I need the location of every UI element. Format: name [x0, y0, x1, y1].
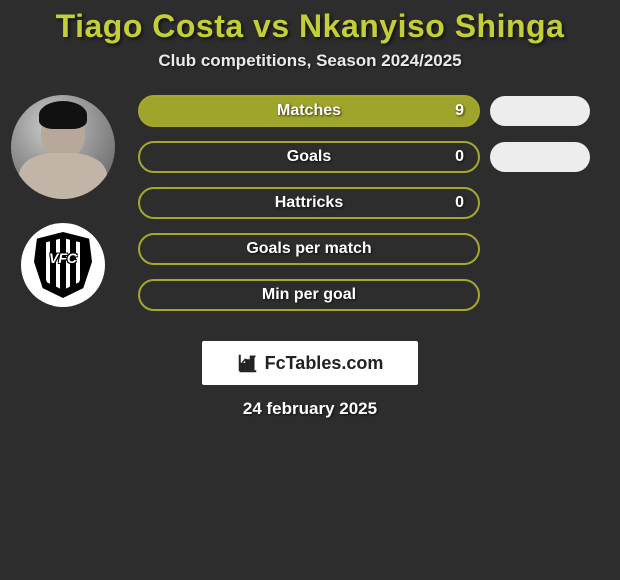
stat-bar: Goals per match [138, 233, 480, 265]
stat-label: Hattricks [275, 194, 343, 212]
opponent-pill [490, 96, 590, 126]
stat-label: Goals [287, 148, 331, 166]
stat-value: 0 [455, 194, 464, 212]
stat-label: Goals per match [246, 240, 371, 258]
page-title: Tiago Costa vs Nkanyiso Shinga [0, 0, 620, 51]
opponent-pill [490, 142, 590, 172]
page-subtitle: Club competitions, Season 2024/2025 [0, 51, 620, 71]
stat-bar: Goals 0 [138, 141, 480, 173]
club-badge [21, 223, 105, 307]
stat-label: Min per goal [262, 286, 356, 304]
stat-bars: Matches 9 Goals 0 Hattricks 0 Goals per match M… [138, 95, 480, 311]
player-column [8, 95, 118, 307]
brand-text: FcTables.com [265, 353, 384, 374]
brand-box: FcTables.com [202, 341, 418, 385]
date-label: 24 february 2025 [0, 399, 620, 419]
shield-icon [34, 232, 92, 298]
stat-label: Matches [277, 102, 341, 120]
stat-bar: Hattricks 0 [138, 187, 480, 219]
comparison-content: Matches 9 Goals 0 Hattricks 0 Goals per match M… [0, 95, 620, 311]
stat-bar: Matches 9 [138, 95, 480, 127]
player-avatar [11, 95, 115, 199]
stat-bar: Min per goal [138, 279, 480, 311]
stat-value: 9 [455, 102, 464, 120]
stat-value: 0 [455, 148, 464, 166]
chart-icon [237, 352, 259, 374]
